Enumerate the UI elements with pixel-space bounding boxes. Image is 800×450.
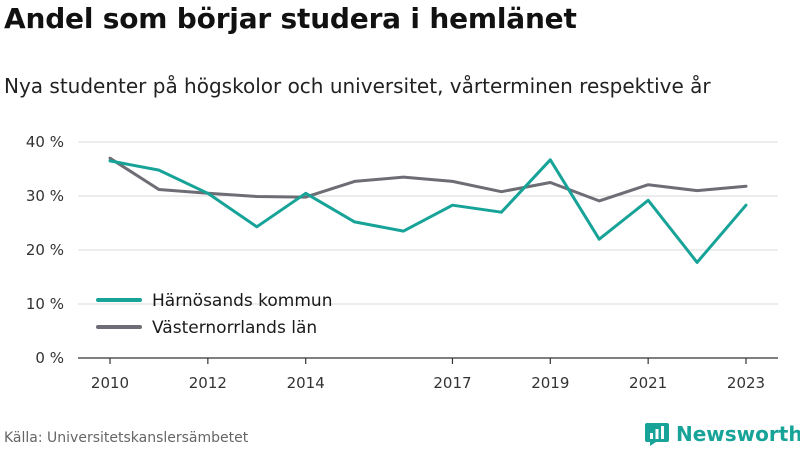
series-line-harnosands-kommun <box>108 158 748 264</box>
x-tick-label: 2019 <box>531 374 569 392</box>
y-tick-label: 20 % <box>26 241 64 259</box>
brand-name: Newsworthy <box>676 422 800 446</box>
legend-label: Västernorrlands län <box>152 318 317 338</box>
x-tick-label: 2021 <box>629 374 667 392</box>
chart-title: Andel som börjar studera i hemlänet <box>4 2 577 35</box>
chart-legend: Härnösands kommun Västernorrlands län <box>96 291 332 338</box>
x-tick-label: 2014 <box>287 374 325 392</box>
x-axis: 2010 2012 2014 2017 2019 2021 2023 <box>78 357 778 392</box>
x-tick-label: 2012 <box>189 374 227 392</box>
legend-label: Härnösands kommun <box>152 291 332 311</box>
x-tick-label: 2023 <box>727 374 765 392</box>
source-note: Källa: Universitetskanslersämbetet <box>4 430 249 446</box>
x-tick-label: 2017 <box>433 374 471 392</box>
series-line-vasternorrlands-lan <box>108 156 748 203</box>
newsworthy-logo-icon <box>645 423 669 446</box>
x-tick-label: 2010 <box>91 374 129 392</box>
data-series <box>108 156 748 264</box>
y-tick-label: 10 % <box>26 295 64 313</box>
y-axis-labels: 0 % 10 % 20 % 30 % 40 % <box>26 133 64 367</box>
y-tick-label: 0 % <box>35 349 64 367</box>
grid-lines <box>78 141 778 305</box>
y-tick-label: 40 % <box>26 133 64 151</box>
newsworthy-brand: Newsworthy <box>644 420 800 448</box>
chart-subtitle: Nya studenter på högskolor och universit… <box>4 74 711 98</box>
y-tick-label: 30 % <box>26 187 64 205</box>
